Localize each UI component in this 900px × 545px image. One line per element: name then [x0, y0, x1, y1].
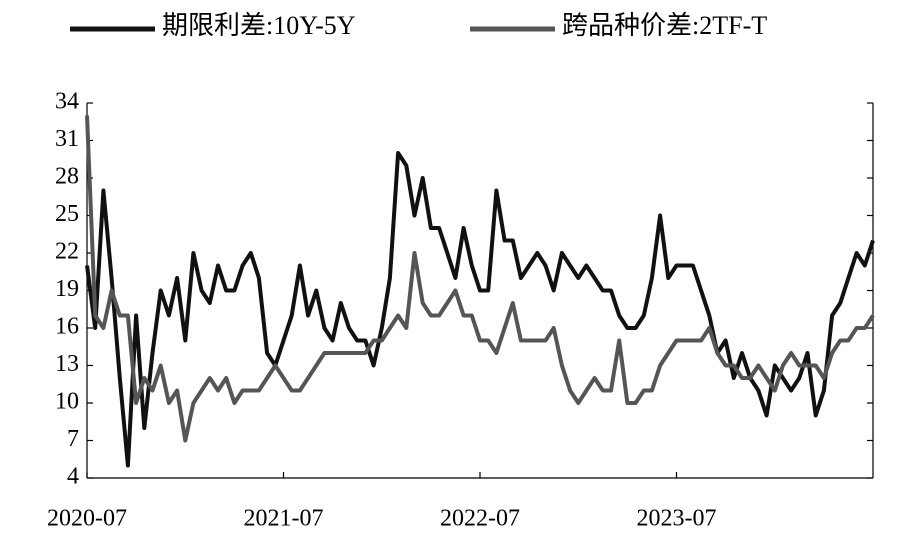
x-tick-label: 2020-07 [47, 506, 127, 532]
y-tick-label: 13 [55, 351, 79, 377]
x-tick-label: 2021-07 [244, 506, 324, 532]
y-tick-label: 19 [55, 276, 79, 302]
y-tick-label: 4 [67, 464, 79, 490]
y-tick-label: 7 [67, 426, 79, 452]
series-line [85, 115, 875, 443]
y-tick-label: 22 [55, 239, 79, 265]
legend-label: 跨品种价差:2TF-T [562, 11, 767, 40]
x-tick-label: 2023-07 [637, 506, 717, 532]
series-line [85, 151, 875, 468]
y-tick-label: 31 [55, 126, 79, 152]
legend-label: 期限利差:10Y-5Y [162, 11, 356, 40]
y-tick-label: 28 [55, 164, 79, 190]
y-tick-label: 25 [55, 201, 79, 227]
y-tick-label: 34 [55, 89, 79, 115]
x-tick-label: 2022-07 [440, 506, 520, 532]
y-tick-label: 10 [55, 389, 79, 415]
y-tick-label: 16 [55, 314, 79, 340]
